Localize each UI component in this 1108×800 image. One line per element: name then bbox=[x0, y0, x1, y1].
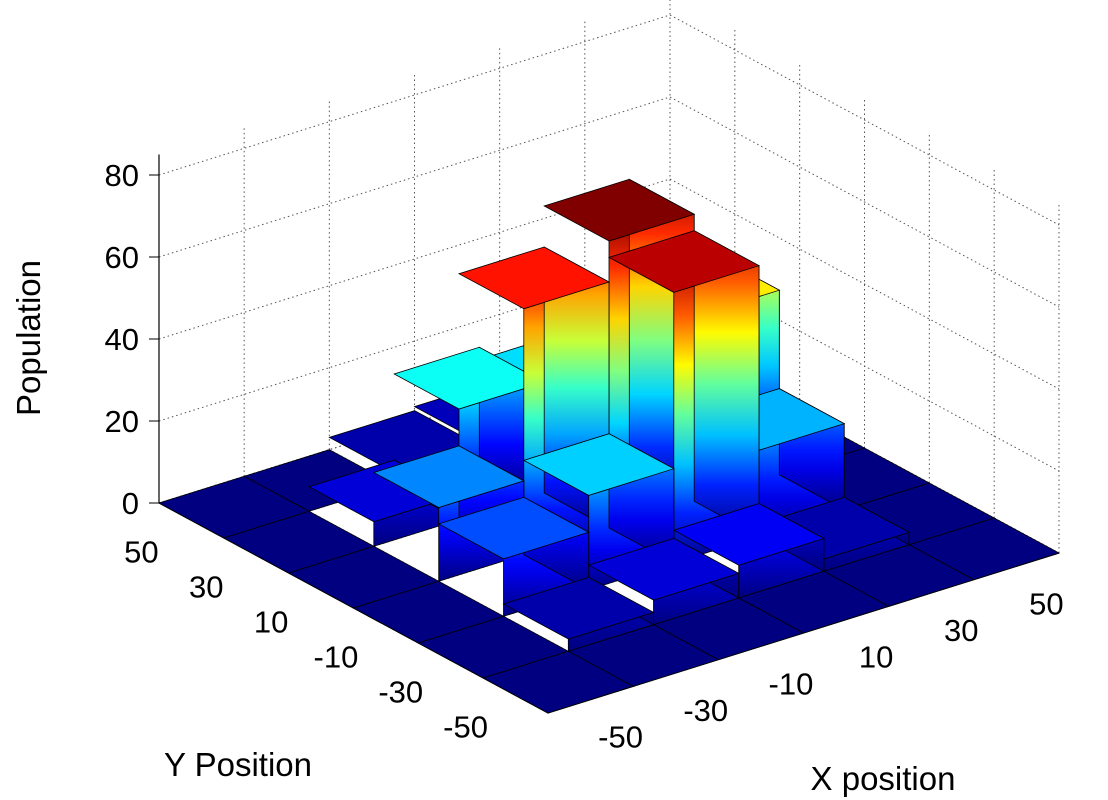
bar bbox=[502, 576, 655, 652]
bar-top bbox=[607, 230, 761, 293]
y-tick-label: -50 bbox=[443, 710, 488, 745]
bar-top bbox=[672, 503, 825, 566]
bar-top bbox=[482, 650, 635, 714]
bar-top bbox=[502, 576, 655, 640]
bar bbox=[522, 433, 675, 591]
z-tick-label: 60 bbox=[105, 240, 139, 275]
bar bbox=[482, 650, 635, 714]
bar bbox=[437, 496, 590, 617]
z-tick-label: 20 bbox=[105, 404, 139, 439]
bar-top bbox=[393, 346, 546, 410]
z-tick-label: 40 bbox=[105, 322, 139, 357]
bar-top bbox=[457, 246, 611, 310]
y-tick-label: 50 bbox=[124, 535, 158, 570]
bar-top bbox=[522, 433, 675, 496]
x-tick-label: 50 bbox=[1029, 586, 1063, 621]
z-axis-label: Population bbox=[10, 260, 47, 416]
tick-labels: 0 20 40 60 80 -50 -30 -10 10 30 50 -50 -30 -10 10 30 50 bbox=[105, 158, 1064, 755]
z-tick-label: 80 bbox=[105, 158, 139, 193]
x-tick-label: 30 bbox=[944, 613, 978, 648]
bars bbox=[157, 178, 1061, 714]
x-tick-label: -30 bbox=[683, 693, 728, 728]
x-tick-label: -50 bbox=[598, 720, 643, 755]
y-tick-label: 10 bbox=[254, 605, 288, 640]
y-tick-label: -10 bbox=[314, 640, 359, 675]
x-axis-label: X position bbox=[811, 760, 956, 797]
bar bbox=[587, 537, 740, 626]
bar-top bbox=[587, 537, 740, 601]
y-tick-label: 30 bbox=[189, 570, 223, 605]
y-axis-label: Y Position bbox=[164, 746, 312, 783]
y-tick-label: -30 bbox=[378, 675, 423, 710]
bar-top bbox=[437, 496, 590, 560]
bar bbox=[693, 387, 846, 537]
x-tick-label: 10 bbox=[859, 640, 893, 675]
bar-top bbox=[543, 178, 696, 242]
z-tick-label: 0 bbox=[122, 486, 139, 521]
x-tick-label: -10 bbox=[769, 666, 814, 701]
bar bbox=[607, 230, 761, 564]
bar-top bbox=[372, 445, 525, 508]
bar bbox=[672, 502, 825, 599]
